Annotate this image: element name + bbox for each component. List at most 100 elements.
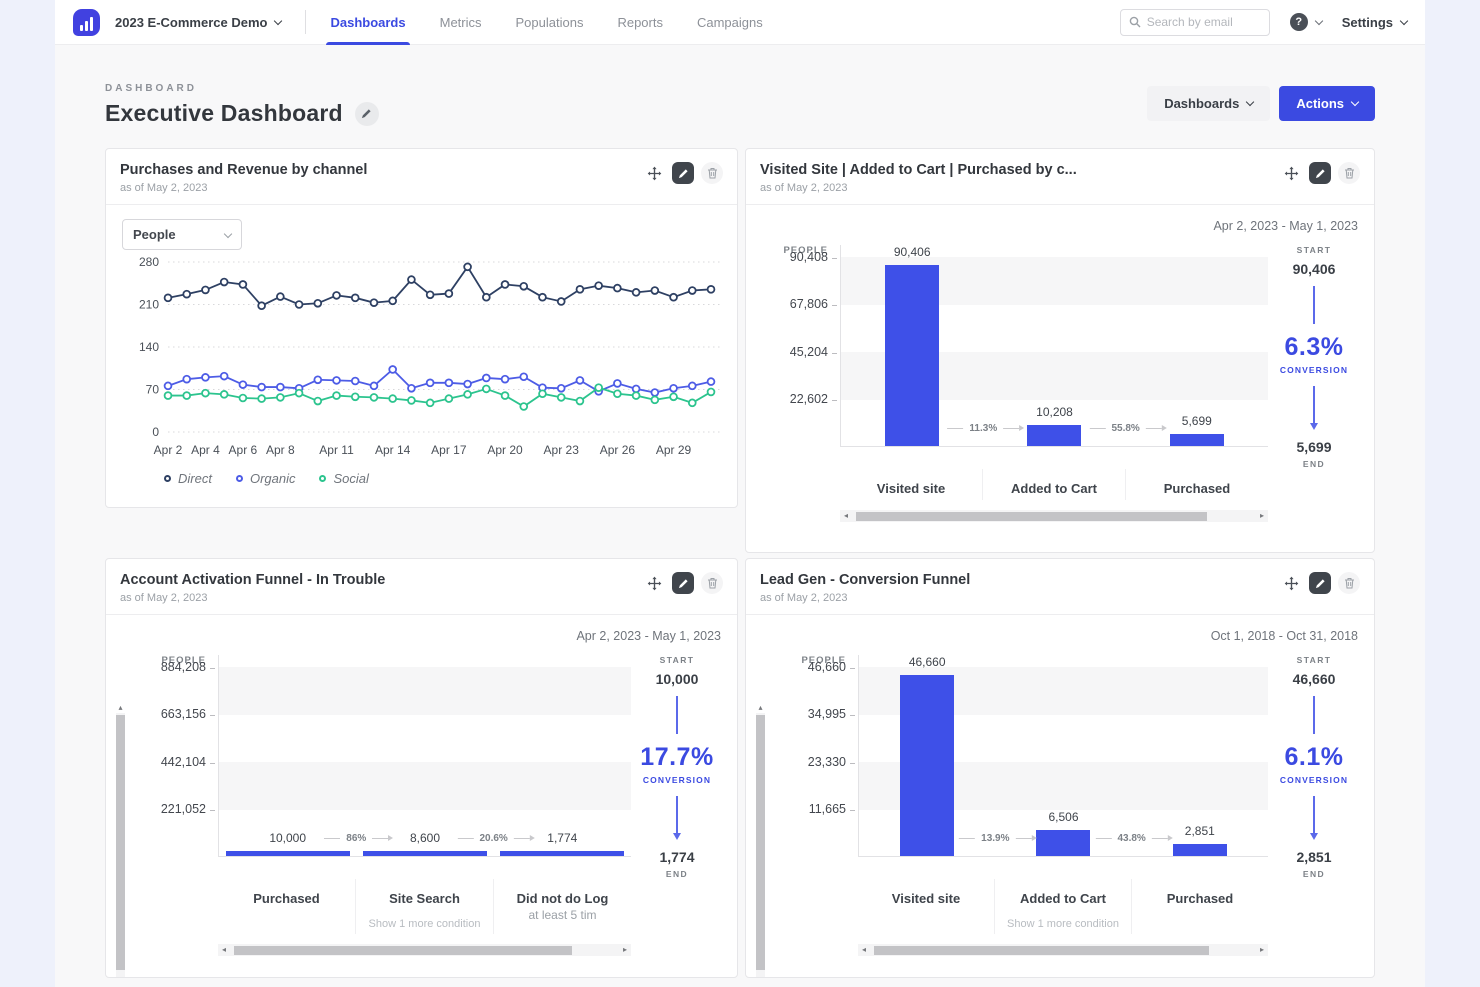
edit-title-button[interactable]: [354, 101, 379, 126]
funnel-step[interactable]: 5,699: [1126, 245, 1268, 446]
funnel-bar[interactable]: [1036, 830, 1091, 856]
funnel-step-labels: Purchased Site Search Show 1 more condit…: [218, 879, 631, 934]
nav-link-campaigns[interactable]: Campaigns: [696, 14, 763, 30]
search-input[interactable]: [1146, 15, 1261, 29]
funnel-bar[interactable]: [225, 851, 350, 856]
funnel-step[interactable]: 46,660: [859, 655, 995, 856]
scroll-right-icon[interactable]: ▸: [1259, 511, 1264, 520]
card-as-of: as of May 2, 2023: [760, 592, 848, 604]
trash-icon: [1344, 168, 1354, 179]
nav-link-dashboards[interactable]: Dashboards: [326, 0, 410, 45]
chevron-down-icon: [1399, 16, 1409, 25]
funnel-bar[interactable]: [500, 851, 625, 856]
legend-item-social[interactable]: Social: [319, 471, 369, 486]
funnel-step[interactable]: 6,506: [995, 655, 1131, 856]
card-actions: [1280, 162, 1360, 184]
move-widget-button[interactable]: [1280, 162, 1302, 184]
scrollbar-thumb[interactable]: [874, 945, 1210, 955]
horizontal-scrollbar[interactable]: ◂ ▸: [858, 944, 1268, 956]
connector-line: [1313, 696, 1315, 734]
svg-text:210: 210: [139, 298, 159, 312]
scrollbar-thumb[interactable]: [234, 945, 572, 955]
card-purchases-by-channel: Purchases and Revenue by channel as of M…: [105, 148, 738, 508]
funnel-bar[interactable]: [1172, 844, 1227, 856]
funnel-step[interactable]: 1,774: [494, 655, 631, 856]
card-title: Visited Site | Added to Cart | Purchased…: [760, 162, 1077, 178]
show-more-condition-link[interactable]: Show 1 more condition: [1007, 918, 1119, 930]
funnel-bar[interactable]: [900, 675, 955, 856]
scroll-right-icon[interactable]: ▸: [1259, 945, 1264, 954]
scroll-left-icon[interactable]: ◂: [844, 511, 849, 520]
workspace-switcher[interactable]: 2023 E-Commerce Demo: [115, 15, 283, 30]
funnel-step-labels: Visited site Added to Cart Show 1 more c…: [858, 879, 1268, 934]
funnel-step[interactable]: 90,406: [841, 245, 983, 446]
trash-icon: [707, 168, 717, 179]
measure-select[interactable]: People: [122, 219, 242, 250]
pencil-icon: [678, 578, 688, 588]
show-more-condition-link[interactable]: Show 1 more condition: [368, 918, 481, 930]
delete-widget-button[interactable]: [1338, 162, 1360, 184]
funnel-step[interactable]: 10,000: [219, 655, 356, 856]
horizontal-scrollbar[interactable]: ◂ ▸: [840, 510, 1268, 522]
svg-text:Apr 2: Apr 2: [154, 443, 183, 457]
funnel-bar[interactable]: [1169, 434, 1224, 446]
card-title: Account Activation Funnel - In Trouble: [120, 572, 386, 588]
scroll-left-icon[interactable]: ◂: [862, 945, 867, 954]
header-actions: Dashboards Actions: [1147, 86, 1375, 121]
horizontal-scrollbar[interactable]: ◂ ▸: [218, 944, 631, 956]
delete-widget-button[interactable]: [1338, 572, 1360, 594]
transition-rate: 11.3%: [947, 423, 1025, 434]
scroll-up-icon[interactable]: ▴: [118, 703, 123, 712]
actions-button[interactable]: Actions: [1279, 86, 1375, 121]
y-axis: PEOPLE 884,208 663,156 442,104 221,052: [160, 655, 216, 816]
nav-link-populations[interactable]: Populations: [515, 14, 584, 30]
funnel-step[interactable]: 10,208: [983, 245, 1125, 446]
vertical-scrollbar[interactable]: ▴ ▾: [114, 703, 127, 977]
date-range: Apr 2, 2023 - May 1, 2023: [576, 629, 721, 643]
scroll-right-icon[interactable]: ▸: [622, 945, 627, 954]
transition-rate: 43.8%: [1095, 833, 1173, 844]
app-logo-icon[interactable]: [73, 8, 100, 36]
scroll-up-icon[interactable]: ▴: [758, 703, 763, 712]
nav-link-reports[interactable]: Reports: [617, 14, 663, 30]
funnel-step[interactable]: 8,600: [356, 655, 493, 856]
funnel-bar[interactable]: [1027, 425, 1082, 446]
edit-widget-button[interactable]: [1309, 162, 1331, 184]
legend-item-direct[interactable]: Direct: [164, 471, 212, 486]
page-eyebrow: DASHBOARD: [105, 83, 197, 94]
move-widget-button[interactable]: [643, 162, 665, 184]
transition-rate: 20.6%: [457, 833, 535, 844]
delete-widget-button[interactable]: [701, 572, 723, 594]
vertical-scrollbar[interactable]: ▴ ▾: [754, 703, 767, 977]
scrollbar-thumb[interactable]: [856, 511, 1207, 521]
series-marker-icon: [235, 475, 243, 482]
delete-widget-button[interactable]: [701, 162, 723, 184]
svg-text:Apr 26: Apr 26: [600, 443, 636, 457]
help-menu[interactable]: ?: [1289, 13, 1323, 31]
funnel-step[interactable]: 2,851: [1132, 655, 1268, 856]
pencil-icon: [1315, 578, 1325, 588]
move-widget-button[interactable]: [643, 572, 665, 594]
arrow-down-icon: [1310, 386, 1318, 430]
funnel-plot: 46,660 6,506 2,851 13.9%: [858, 655, 1268, 857]
svg-text:280: 280: [139, 255, 159, 269]
svg-text:140: 140: [139, 340, 159, 354]
funnel-bar[interactable]: [362, 851, 487, 856]
scrollbar-thumb[interactable]: [756, 715, 765, 970]
chevron-down-icon: [274, 16, 283, 25]
y-axis: PEOPLE 46,660 34,995 23,330 11,665: [801, 655, 856, 816]
chart-legend: Direct Organic Social: [164, 471, 721, 486]
nav-link-metrics[interactable]: Metrics: [439, 14, 482, 30]
settings-menu[interactable]: Settings: [1342, 15, 1409, 30]
edit-widget-button[interactable]: [1309, 572, 1331, 594]
move-icon: [647, 576, 661, 590]
dashboards-button[interactable]: Dashboards: [1147, 86, 1271, 121]
scroll-left-icon[interactable]: ◂: [222, 945, 227, 954]
legend-item-organic[interactable]: Organic: [235, 471, 295, 486]
edit-widget-button[interactable]: [672, 572, 694, 594]
svg-text:Apr 17: Apr 17: [431, 443, 467, 457]
funnel-bar[interactable]: [885, 265, 940, 446]
move-widget-button[interactable]: [1280, 572, 1302, 594]
edit-widget-button[interactable]: [672, 162, 694, 184]
scrollbar-thumb[interactable]: [116, 715, 125, 970]
